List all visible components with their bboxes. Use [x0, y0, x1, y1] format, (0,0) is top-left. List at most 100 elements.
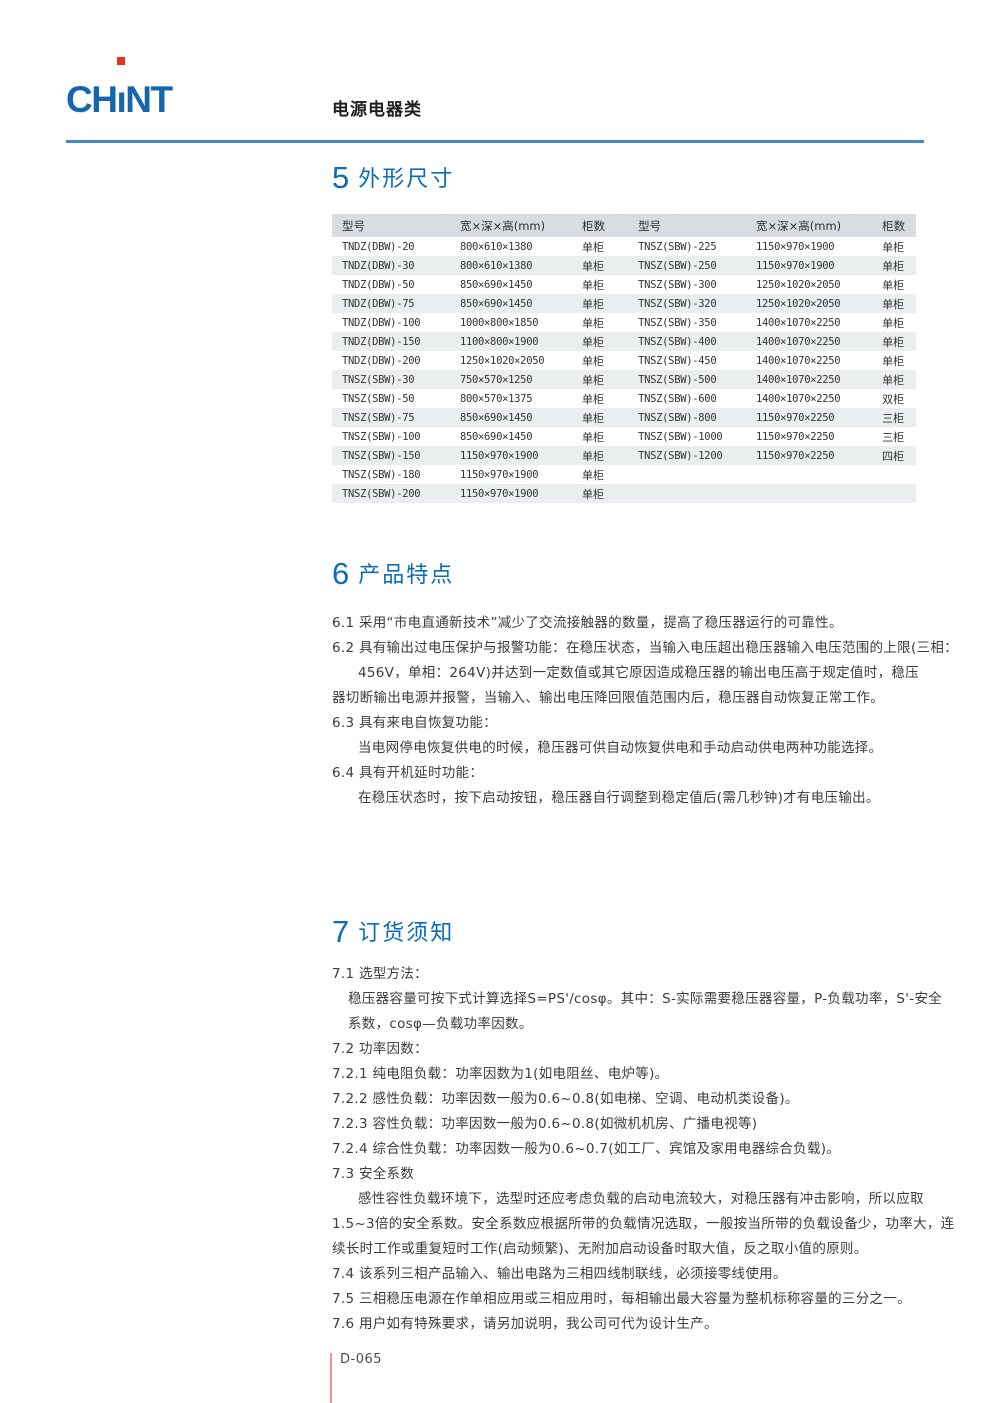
table-cell: 单柜	[582, 240, 604, 254]
table-cell: 单柜	[582, 278, 604, 292]
ordering-text: 7.1 选型方法： 稳压器容量可按下式计算选择S=PS'/cosφ。其中：S-实际…	[332, 962, 954, 1337]
table-cell: 单柜	[582, 449, 604, 463]
table-cell	[746, 465, 872, 484]
text-line: 7.2.2 感性负载：功率因数一般为0.6~0.8(如电梯、空调、电动机类设备)…	[332, 1091, 799, 1107]
column-header-size: 宽×深×高(mm)	[449, 214, 572, 237]
table-cell: TNSZ(SBW)-1000	[638, 430, 723, 443]
text-line: 稳压器容量可按下式计算选择S=PS'/cosφ。其中：S-实际需要稳压器容量，P…	[348, 991, 943, 1007]
table-cell: TNSZ(SBW)-300	[638, 278, 717, 291]
table-cell: 1250×1020×2050	[756, 278, 841, 291]
table-cell: TNSZ(SBW)-450	[638, 354, 717, 367]
text-line: 续长时工作或重复短时工作(启动频繁)、无附加启动设备时取大值，反之取小值的原则。	[332, 1241, 868, 1257]
table-row: TNSZ(SBW)-30 750×570×1250 单柜 TNSZ(SBW)-500 1…	[332, 370, 916, 389]
section-number: 7	[332, 914, 350, 949]
table-cell: TNSZ(SBW)-800	[638, 411, 717, 424]
text-line: 当电网停电恢复供电的时候，稳压器可供自动恢复供电和手动启动供电两种功能选择。	[358, 740, 883, 756]
table-cell: 单柜	[582, 316, 604, 330]
table-cell: TNDZ(DBW)-200	[342, 354, 421, 367]
table-cell: TNSZ(SBW)-500	[638, 373, 717, 386]
table-cell	[628, 465, 746, 484]
table-cell: 单柜	[582, 430, 604, 444]
table-cell: 双柜	[882, 392, 905, 406]
table-cell: 单柜	[582, 335, 604, 349]
table-cell: 1150×970×1900	[459, 449, 539, 462]
table-row: TNSZ(SBW)-180 1150×970×1900 单柜	[332, 465, 916, 484]
table-row: TNSZ(SBW)-200 1150×970×1900 单柜	[332, 484, 916, 503]
section-title: 产品特点	[358, 563, 455, 588]
table-cell: TNSZ(SBW)-320	[638, 297, 717, 310]
table-cell: 单柜	[582, 487, 604, 501]
table-cell: 1400×1070×2250	[756, 316, 841, 329]
column-header-model: 型号	[332, 214, 450, 237]
table-cell: 1150×970×1900	[459, 468, 539, 481]
header-divider	[66, 140, 924, 143]
table-cell: TNDZ(DBW)-100	[342, 316, 421, 329]
text-line: 6.4 具有开机延时功能：	[332, 765, 484, 781]
table-cell: 850×690×1450	[459, 297, 533, 310]
table-cell: TNSZ(SBW)-350	[638, 316, 717, 329]
text-line: 6.1 采用“市电直通新技术”减少了交流接触器的数量，提高了稳压器运行的可靠性。	[332, 615, 843, 631]
table-cell: 850×690×1450	[459, 411, 533, 424]
page-code: D-065	[340, 1352, 383, 1367]
dimension-table-head: 型号 宽×深×高(mm) 柜数 型号 宽×深×高(mm) 柜数	[332, 214, 916, 237]
table-row: TNDZ(DBW)-200 1250×1020×2050 单柜 TNSZ(SBW)-4…	[332, 351, 916, 370]
table-cell: TNSZ(SBW)-100	[342, 430, 421, 443]
table-cell: 单柜	[882, 297, 905, 311]
section-heading-features: 6 产品特点	[332, 556, 454, 592]
text-line: 7.6 用户如有特殊要求，请另加说明，我公司可代为设计生产。	[332, 1316, 718, 1332]
table-row: TNSZ(SBW)-150 1150×970×1900 单柜 TNSZ(SBW)-12…	[332, 446, 916, 465]
category-title: 电源电器类	[332, 100, 422, 120]
section-heading-ordering: 7 订货须知	[332, 914, 454, 950]
table-cell: 单柜	[882, 278, 905, 292]
table-cell: 850×690×1450	[459, 430, 533, 443]
table-cell: 单柜	[582, 392, 604, 406]
column-header-cabinets: 柜数	[872, 214, 916, 237]
table-cell: 1150×970×1900	[756, 259, 835, 272]
table-cell: 四柜	[882, 449, 905, 463]
table-cell	[872, 484, 916, 503]
logo-i-stem: ı	[116, 57, 127, 118]
text-line: 6.3 具有来电自恢复功能：	[332, 715, 497, 731]
table-cell: 1400×1070×2250	[756, 373, 841, 386]
logo-text-right: NT	[125, 79, 173, 120]
table-cell: 1250×1020×2050	[459, 354, 545, 367]
text-line: 7.3 安全系数	[332, 1166, 415, 1182]
table-cell: 800×570×1375	[459, 392, 533, 405]
table-cell: 单柜	[882, 335, 905, 349]
table-cell: TNSZ(SBW)-150	[342, 449, 421, 462]
table-cell: 1250×1020×2050	[756, 297, 841, 310]
table-cell: 单柜	[582, 411, 604, 425]
table-cell: TNDZ(DBW)-150	[342, 335, 421, 348]
table-cell: 1400×1070×2250	[756, 335, 841, 348]
text-line: 在稳压状态时，按下启动按钮，稳压器自行调整到稳定值后(需几秒钟)才有电压输出。	[358, 790, 880, 806]
section-number: 6	[332, 556, 350, 591]
table-cell: 800×610×1380	[459, 259, 533, 272]
table-row: TNSZ(SBW)-75 850×690×1450 单柜 TNSZ(SBW)-800 1…	[332, 408, 916, 427]
table-cell: 单柜	[582, 354, 604, 368]
text-line: 7.4 该系列三相产品输入、输出电路为三相四线制联线，必须接零线使用。	[332, 1266, 787, 1282]
text-line: 6.2 具有输出过电压保护与报警功能：在稳压状态，当输入电压超出稳压器输入电压范…	[332, 640, 958, 656]
logo-red-dot-icon	[117, 57, 126, 65]
text-line: 7.2.4 综合性负载：功率因数一般为0.6~0.7(如工厂、宾馆及家用电器综合…	[332, 1141, 841, 1157]
logo-text-left: CH	[66, 79, 118, 120]
table-cell: 1400×1070×2250	[756, 392, 841, 405]
table-cell: 750×570×1250	[459, 373, 533, 386]
table-cell: TNDZ(DBW)-75	[342, 297, 415, 310]
text-line: 7.2 功率因数：	[332, 1041, 428, 1057]
table-cell: 三柜	[882, 430, 905, 444]
section-title: 订货须知	[358, 921, 455, 946]
section-heading-dimensions: 5 外形尺寸	[332, 160, 454, 196]
table-cell: TNSZ(SBW)-225	[638, 240, 717, 253]
table-cell: 1150×970×1900	[459, 487, 539, 500]
table-cell: 1100×800×1900	[459, 335, 539, 348]
table-cell: 800×610×1380	[459, 240, 533, 253]
chint-logo: CH ıNT	[66, 57, 173, 120]
table-cell: 单柜	[882, 316, 905, 330]
table-cell: TNDZ(DBW)-20	[342, 240, 415, 253]
column-header-model: 型号	[628, 214, 747, 237]
table-cell	[872, 465, 916, 484]
table-cell: TNSZ(SBW)-250	[638, 259, 717, 272]
text-line: 7.5 三相稳压电源在作单相应用或三相应用时，每相输出最大容量为整机标称容量的三…	[332, 1291, 911, 1307]
text-line: 感性容性负载环境下，选型时还应考虑负载的启动电流较大，对稳压器有冲击影响，所以应…	[358, 1191, 924, 1207]
table-cell: 单柜	[582, 373, 604, 387]
